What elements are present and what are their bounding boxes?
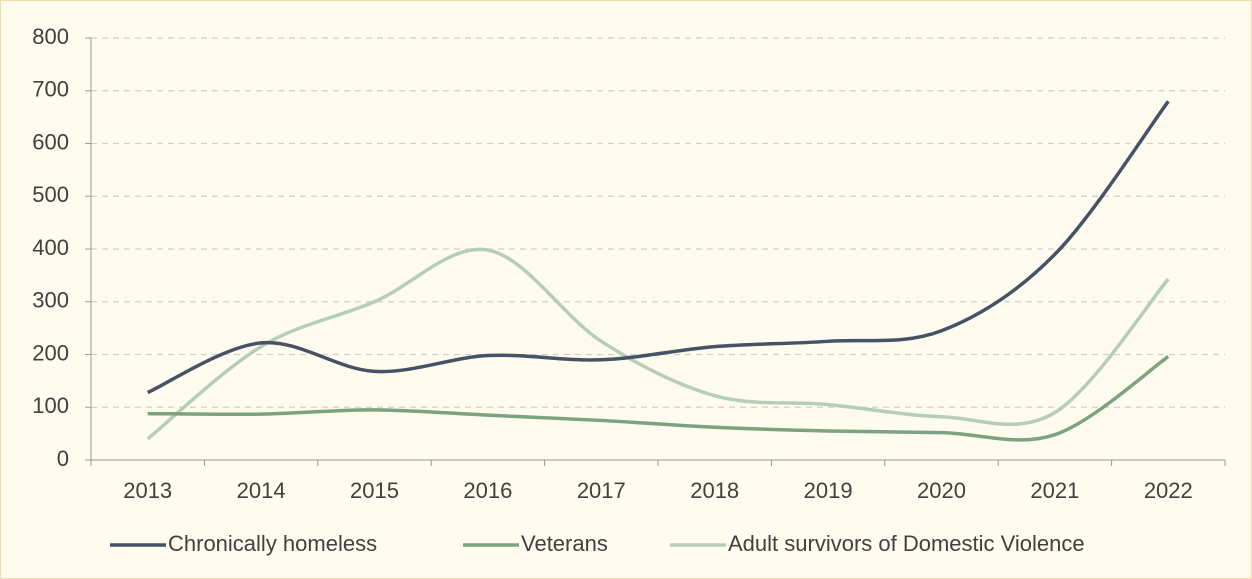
y-tick-label: 200 <box>32 340 69 365</box>
line-series <box>147 355 1170 442</box>
x-tick-label: 2020 <box>917 478 966 503</box>
x-tick-label: 2019 <box>804 478 853 503</box>
y-tick-label: 0 <box>57 446 69 471</box>
x-tick-label: 2018 <box>690 478 739 503</box>
line-series <box>146 100 1170 395</box>
y-tick-label: 600 <box>32 129 69 154</box>
legend-label: Veterans <box>521 531 608 556</box>
x-tick-label: 2015 <box>350 478 399 503</box>
y-tick-label: 100 <box>32 393 69 418</box>
y-tick-label: 800 <box>32 24 69 49</box>
legend-label: Chronically homeless <box>168 531 377 556</box>
y-tick-label: 400 <box>32 235 69 260</box>
y-tick-label: 700 <box>32 77 69 102</box>
x-tick-label: 2016 <box>463 478 512 503</box>
x-tick-label: 2022 <box>1144 478 1193 503</box>
y-tick-label: 300 <box>32 288 69 313</box>
x-tick-label: 2013 <box>123 478 172 503</box>
y-tick-label: 500 <box>32 182 69 207</box>
legend-label: Adult survivors of Domestic Violence <box>728 531 1085 556</box>
x-tick-label: 2017 <box>577 478 626 503</box>
line-series <box>146 247 1170 441</box>
x-tick-label: 2021 <box>1030 478 1079 503</box>
x-tick-label: 2014 <box>237 478 286 503</box>
